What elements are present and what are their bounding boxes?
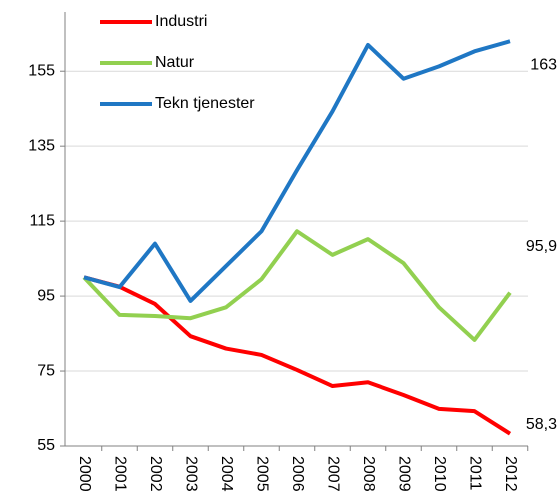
legend-label: Tekn tjenester (155, 95, 255, 112)
x-tick-label: 2001 (111, 456, 128, 492)
x-tick-label: 2008 (360, 456, 377, 492)
x-tick-label: 2011 (466, 456, 483, 491)
x-tick-label: 2000 (76, 456, 93, 492)
y-tick-label: 115 (29, 212, 55, 229)
y-tick-label: 95 (37, 287, 55, 304)
data-label: 163 (530, 56, 557, 73)
y-tick-label: 135 (28, 137, 55, 154)
series-line (83, 39, 511, 303)
series-line (83, 275, 512, 436)
data-label: 95,9 (526, 238, 557, 255)
x-tick-label: 2002 (147, 456, 164, 492)
y-tick-label: 55 (37, 437, 55, 454)
x-tick-label: 2004 (218, 456, 235, 492)
data-label: 58,3 (526, 416, 557, 433)
x-tick-label: 2005 (253, 456, 270, 492)
series-line (82, 229, 512, 342)
x-tick-label: 2010 (431, 456, 448, 492)
legend-label: Industri (155, 13, 207, 30)
y-tick-label: 75 (37, 362, 55, 379)
x-tick-label: 2007 (324, 456, 341, 492)
x-tick-label: 2009 (395, 456, 412, 492)
x-tick-label: 2006 (289, 456, 306, 492)
legend-label: Natur (155, 54, 195, 71)
x-tick-label: 2003 (182, 456, 199, 492)
x-tick-label: 2012 (502, 456, 519, 492)
y-tick-label: 155 (28, 62, 55, 79)
